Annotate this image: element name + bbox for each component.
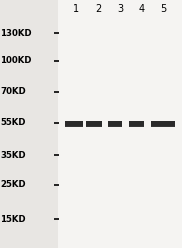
Text: 15KD: 15KD [0, 215, 26, 224]
Text: 35KD: 35KD [0, 151, 26, 159]
Text: 2: 2 [95, 4, 101, 14]
Text: 5: 5 [161, 4, 167, 14]
Bar [86, 126, 102, 127]
Bar [151, 126, 175, 127]
Text: 130KD: 130KD [0, 29, 32, 38]
Bar [129, 121, 144, 127]
Bar [108, 126, 122, 127]
Bar [65, 121, 83, 127]
Text: 4: 4 [139, 4, 145, 14]
Text: 70KD: 70KD [0, 87, 26, 96]
Text: 1: 1 [73, 4, 80, 14]
Bar [129, 126, 144, 127]
Bar [108, 121, 122, 127]
Text: 100KD: 100KD [0, 56, 31, 65]
Bar [151, 121, 175, 127]
Text: 25KD: 25KD [0, 180, 26, 189]
Bar [65, 126, 83, 127]
Bar [58, 0, 182, 248]
Bar [86, 121, 102, 127]
Text: 55KD: 55KD [0, 118, 25, 127]
Text: 3: 3 [117, 4, 123, 14]
